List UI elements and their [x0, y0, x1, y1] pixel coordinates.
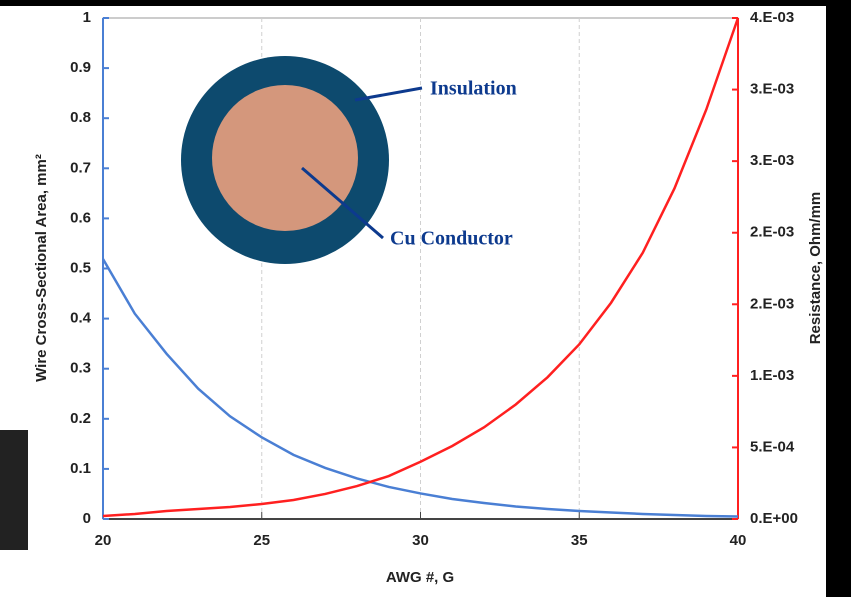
y-tick-label: 0.1 — [70, 460, 91, 477]
series-line — [101, 258, 739, 518]
frame-right — [826, 0, 851, 597]
frame-top — [0, 0, 851, 6]
y2-axis-label: Resistance, Ohm/mm — [807, 192, 824, 345]
y2-tick-label: 0.E+00 — [750, 510, 798, 527]
series-line — [102, 17, 740, 518]
y-axis-label: Wire Cross-Sectional Area, mm² — [33, 154, 50, 382]
annotation-line — [301, 166, 384, 240]
x-tick-label: 40 — [730, 532, 747, 549]
y-tick-label: 0.3 — [70, 360, 91, 377]
plot-area — [102, 17, 739, 520]
y2-tick-label: 3.E-03 — [750, 152, 794, 169]
y-tick-label: 0.7 — [70, 159, 91, 176]
annotation-line — [354, 86, 423, 102]
y2-tick-label: 4.E-03 — [750, 9, 794, 26]
y2-tick-label: 1.E-03 — [750, 367, 794, 384]
annotation: Cu Conductor — [390, 228, 513, 250]
conductor-circle — [212, 85, 358, 231]
y-tick-label: 0.8 — [70, 109, 91, 126]
y-tick-label: 0.2 — [70, 410, 91, 427]
y-tick-label: 0 — [83, 510, 91, 527]
x-axis-label: AWG #, G — [386, 569, 454, 586]
x-tick-label: 25 — [253, 532, 270, 549]
y-tick-label: 0.4 — [70, 310, 92, 327]
y2-tick-label: 2.E-03 — [750, 224, 794, 241]
y-tick-label: 0.9 — [70, 59, 91, 76]
y2-tick-label: 2.E-03 — [750, 295, 794, 312]
frame-left — [0, 430, 28, 550]
y-tick-label: 0.5 — [70, 259, 91, 276]
y2-tick-label: 3.E-03 — [750, 81, 794, 98]
y-tick-label: 0.6 — [70, 209, 91, 226]
y2-tick-label: 5.E-04 — [750, 438, 795, 455]
y-tick-label: 1 — [83, 9, 91, 26]
x-tick-label: 35 — [571, 532, 588, 549]
x-tick-label: 30 — [412, 532, 429, 549]
annotation: Insulation — [430, 78, 517, 100]
x-tick-label: 20 — [95, 532, 112, 549]
